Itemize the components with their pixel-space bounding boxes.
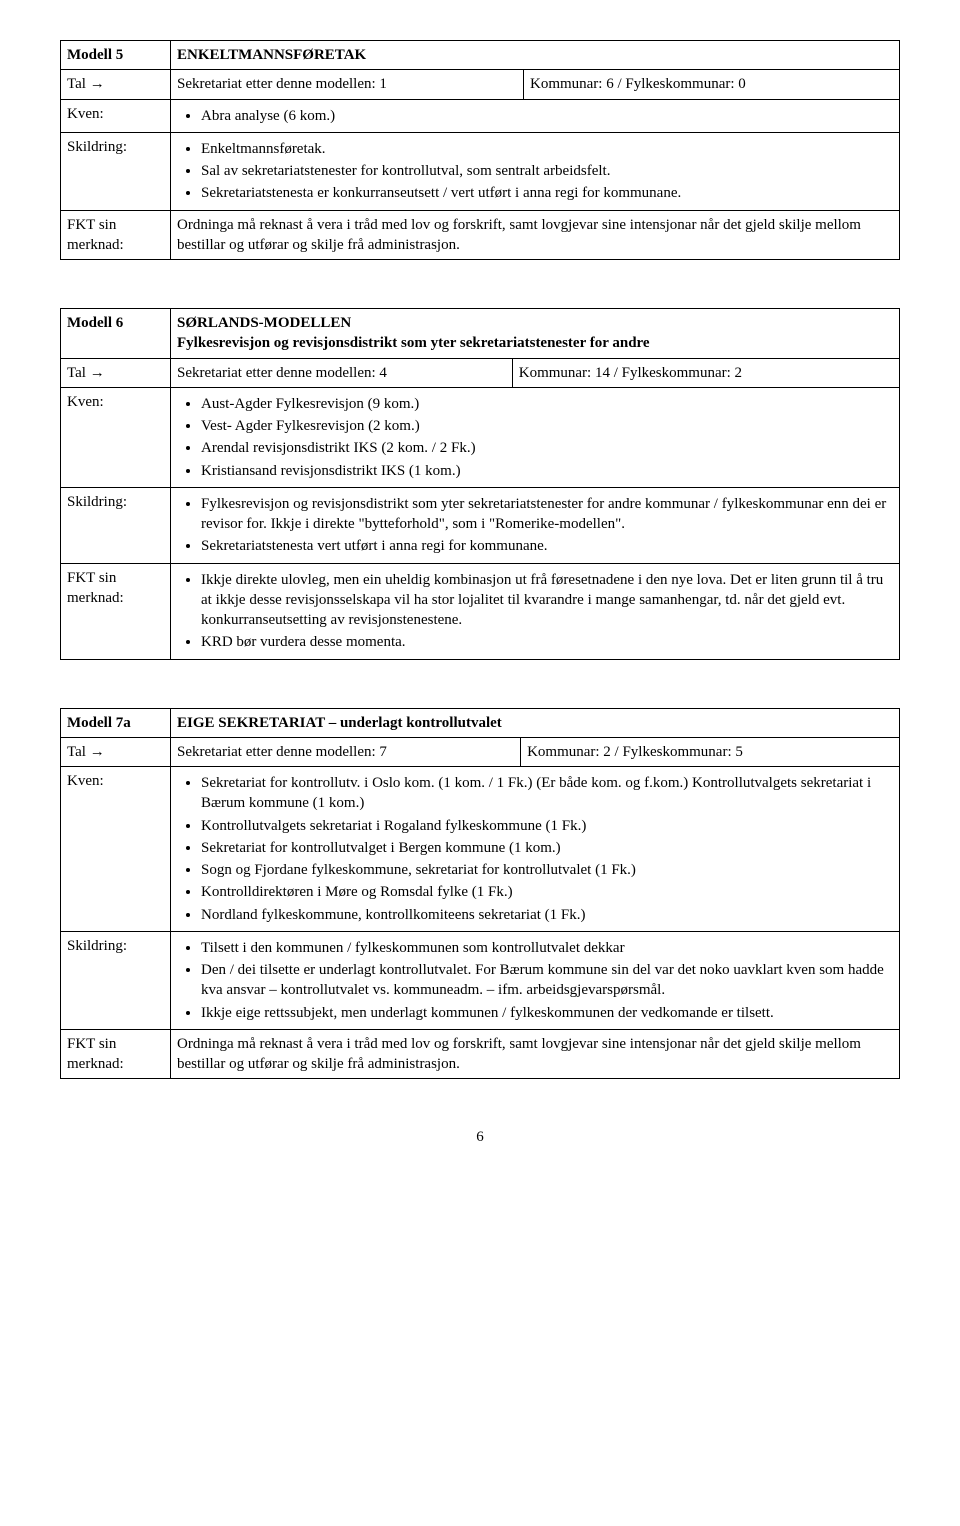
tal-label: Tal → xyxy=(61,358,171,387)
list-item: Ikkje direkte ulovleg, men ein uheldig k… xyxy=(201,570,893,631)
list-item: Enkeltmannsføretak. xyxy=(201,139,893,159)
tal-right: Kommunar: 6 / Fylkeskommunar: 0 xyxy=(523,70,899,99)
tal-left: Sekretariat etter denne modellen: 1 xyxy=(171,70,524,99)
model-5-title: ENKELTMANNSFØRETAK xyxy=(171,41,900,70)
list-item: Kontrolldirektøren i Møre og Romsdal fyl… xyxy=(201,882,893,902)
list-item: Arendal revisjonsdistrikt IKS (2 kom. / … xyxy=(201,438,893,458)
list-item: KRD bør vurdera desse momenta. xyxy=(201,632,893,652)
model-6-table: Modell 6 SØRLANDS-MODELLEN Fylkesrevisjo… xyxy=(60,308,900,660)
list-item: Sekretariatstenesta er konkurranseutsett… xyxy=(201,183,893,203)
list-item: Vest- Agder Fylkesrevisjon (2 kom.) xyxy=(201,416,893,436)
kven-list: Abra analyse (6 kom.) xyxy=(177,106,893,126)
skildring-cell: Tilsett i den kommunen / fylkeskommunen … xyxy=(171,931,900,1029)
skildring-list: Tilsett i den kommunen / fylkeskommunen … xyxy=(177,938,893,1023)
list-item: Sekretariatstenesta vert utført i anna r… xyxy=(201,536,893,556)
model-6-label: Modell 6 xyxy=(61,309,171,359)
merknad-label: FKT sin merknad: xyxy=(61,1029,171,1079)
model-6-title: SØRLANDS-MODELLEN xyxy=(177,313,893,333)
tal-left: Sekretariat etter denne modellen: 7 xyxy=(171,737,521,766)
merknad-list: Ikkje direkte ulovleg, men ein uheldig k… xyxy=(177,570,893,653)
skildring-list: Enkeltmannsføretak. Sal av sekretariatst… xyxy=(177,139,893,204)
skildring-cell: Enkeltmannsføretak. Sal av sekretariatst… xyxy=(171,132,900,210)
kven-cell: Abra analyse (6 kom.) xyxy=(171,99,900,132)
kven-label: Kven: xyxy=(61,99,171,132)
list-item: Kontrollutvalgets sekretariat i Rogaland… xyxy=(201,816,893,836)
list-item: Sogn og Fjordane fylkeskommune, sekretar… xyxy=(201,860,893,880)
model-7a-title: EIGE SEKRETARIAT – underlagt kontrollutv… xyxy=(171,708,900,737)
merknad-label: FKT sin merknad: xyxy=(61,210,171,260)
skildring-label: Skildring: xyxy=(61,931,171,1029)
list-item: Sekretariat for kontrollutvalget i Berge… xyxy=(201,838,893,858)
tal-left: Sekretariat etter denne modellen: 4 xyxy=(171,358,513,387)
model-7a-table: Modell 7a EIGE SEKRETARIAT – underlagt k… xyxy=(60,708,900,1080)
skildring-list: Fylkesrevisjon og revisjonsdistrikt som … xyxy=(177,494,893,557)
skildring-label: Skildring: xyxy=(61,487,171,563)
page-number: 6 xyxy=(60,1127,900,1147)
merknad-text: Ordninga må reknast å vera i tråd med lo… xyxy=(171,1029,900,1079)
kven-label: Kven: xyxy=(61,767,171,932)
kven-cell: Aust-Agder Fylkesrevisjon (9 kom.) Vest-… xyxy=(171,387,900,487)
tal-label: Tal → xyxy=(61,737,171,766)
model-7a-label: Modell 7a xyxy=(61,708,171,737)
tal-right: Kommunar: 14 / Fylkeskommunar: 2 xyxy=(512,358,899,387)
list-item: Abra analyse (6 kom.) xyxy=(201,106,893,126)
skildring-cell: Fylkesrevisjon og revisjonsdistrikt som … xyxy=(171,487,900,563)
kven-cell: Sekretariat for kontrollutv. i Oslo kom.… xyxy=(171,767,900,932)
model-6-title-cell: SØRLANDS-MODELLEN Fylkesrevisjon og revi… xyxy=(171,309,900,359)
kven-label: Kven: xyxy=(61,387,171,487)
list-item: Den / dei tilsette er underlagt kontroll… xyxy=(201,960,893,1001)
tal-label: Tal → xyxy=(61,70,171,99)
model-5-table: Modell 5 ENKELTMANNSFØRETAK Tal → Sekret… xyxy=(60,40,900,260)
list-item: Sal av sekretariatstenester for kontroll… xyxy=(201,161,893,181)
list-item: Kristiansand revisjonsdistrikt IKS (1 ko… xyxy=(201,461,893,481)
list-item: Sekretariat for kontrollutv. i Oslo kom.… xyxy=(201,773,893,814)
merknad-text: Ordninga må reknast å vera i tråd med lo… xyxy=(171,210,900,260)
merknad-label: FKT sin merknad: xyxy=(61,563,171,659)
tal-right: Kommunar: 2 / Fylkeskommunar: 5 xyxy=(521,737,900,766)
list-item: Nordland fylkeskommune, kontrollkomiteen… xyxy=(201,905,893,925)
kven-list: Sekretariat for kontrollutv. i Oslo kom.… xyxy=(177,773,893,925)
skildring-label: Skildring: xyxy=(61,132,171,210)
list-item: Aust-Agder Fylkesrevisjon (9 kom.) xyxy=(201,394,893,414)
list-item: Tilsett i den kommunen / fylkeskommunen … xyxy=(201,938,893,958)
model-5-label: Modell 5 xyxy=(61,41,171,70)
list-item: Ikkje eige rettssubjekt, men underlagt k… xyxy=(201,1003,893,1023)
kven-list: Aust-Agder Fylkesrevisjon (9 kom.) Vest-… xyxy=(177,394,893,481)
list-item: Fylkesrevisjon og revisjonsdistrikt som … xyxy=(201,494,893,535)
model-6-subtitle: Fylkesrevisjon og revisjonsdistrikt som … xyxy=(177,333,893,353)
merknad-cell: Ikkje direkte ulovleg, men ein uheldig k… xyxy=(171,563,900,659)
